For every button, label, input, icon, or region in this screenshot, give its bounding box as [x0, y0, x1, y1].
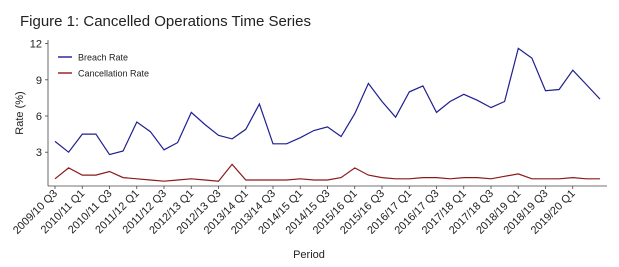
chart-title: Figure 1: Cancelled Operations Time Seri… — [20, 13, 311, 30]
legend-label: Cancellation Rate — [78, 69, 149, 79]
y-tick-label: 3 — [36, 147, 42, 159]
y-tick-label: 6 — [36, 111, 42, 123]
series-line — [54, 47, 601, 156]
series-line — [54, 163, 600, 182]
y-tick-label: 12 — [30, 39, 42, 51]
y-axis-label: Rate (%) — [14, 91, 26, 134]
legend-label: Breach Rate — [78, 53, 128, 63]
x-axis-label: Period — [293, 249, 325, 261]
y-tick-label: 9 — [36, 75, 42, 87]
